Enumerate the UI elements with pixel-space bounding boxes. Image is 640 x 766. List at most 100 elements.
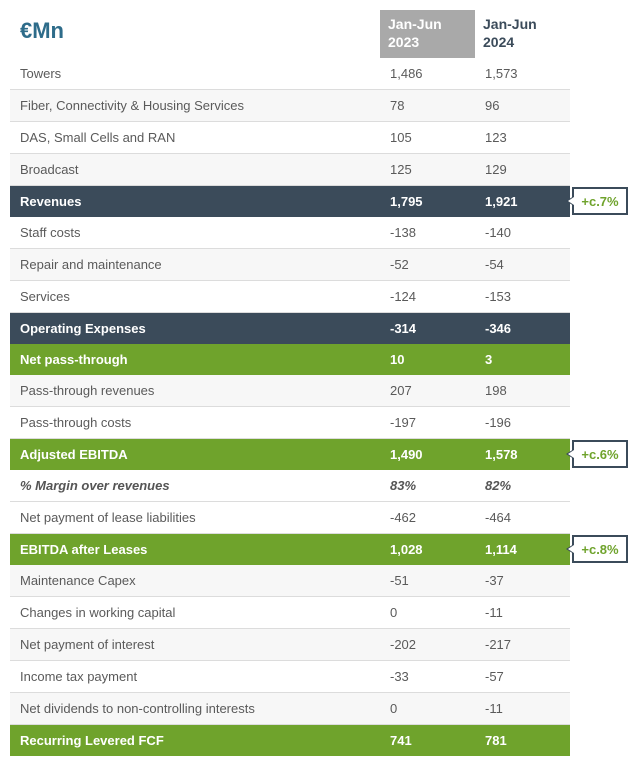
value-2024: 1,114 [475,534,570,566]
row-label: Staff costs [10,217,380,249]
row-label: Net pass-through [10,344,380,375]
value-2023: 10 [380,344,475,375]
row-label: Changes in working capital [10,597,380,629]
value-2023: 207 [380,375,475,407]
table-row: Towers1,4861,573 [10,58,570,90]
row-label: Broadcast [10,154,380,186]
row-label: Net payment of interest [10,629,380,661]
value-2024: -11 [475,693,570,725]
growth-callout: +c.7% [572,187,628,215]
value-2024: -196 [475,407,570,439]
row-label: Maintenance Capex [10,565,380,597]
table-row: Broadcast125129 [10,154,570,186]
callout-value: +c.8% [581,542,618,557]
value-2024: 781 [475,725,570,757]
row-label: Towers [10,58,380,90]
table-row: Net payment of lease liabilities-462-464 [10,502,570,534]
value-2024: -153 [475,281,570,313]
table-row: Pass-through costs-197-196 [10,407,570,439]
callout-value: +c.7% [581,194,618,209]
callout-arrow-icon [566,544,574,554]
row-label: Pass-through revenues [10,375,380,407]
value-2024: -57 [475,661,570,693]
table-row: Net pass-through103 [10,344,570,375]
table-row: Income tax payment-33-57 [10,661,570,693]
period-2024-header: Jan-Jun 2024 [475,10,570,58]
table-row: EBITDA after Leases1,0281,114 [10,534,570,566]
value-2023: 1,028 [380,534,475,566]
unit-label: €Mn [10,10,380,58]
table-row: Staff costs-138-140 [10,217,570,249]
value-2023: 83% [380,470,475,502]
row-label: Recurring Levered FCF [10,725,380,757]
value-2023: 78 [380,90,475,122]
table-row: Maintenance Capex-51-37 [10,565,570,597]
row-label: Income tax payment [10,661,380,693]
value-2024: -217 [475,629,570,661]
row-label: DAS, Small Cells and RAN [10,122,380,154]
row-label: Net dividends to non-controlling interes… [10,693,380,725]
value-2023: -462 [380,502,475,534]
value-2023: 0 [380,693,475,725]
row-label: Pass-through costs [10,407,380,439]
period-2023-header: Jan-Jun 2023 [380,10,475,58]
value-2023: 741 [380,725,475,757]
value-2023: 125 [380,154,475,186]
value-2024: 1,573 [475,58,570,90]
row-label: Revenues [10,186,380,218]
value-2023: 1,486 [380,58,475,90]
table-row: Net payment of interest-202-217 [10,629,570,661]
row-label: Operating Expenses [10,313,380,345]
value-2023: 1,795 [380,186,475,218]
growth-callout: +c.8% [572,535,628,563]
row-label: Net payment of lease liabilities [10,502,380,534]
period2-line2: 2024 [483,34,514,50]
value-2023: -197 [380,407,475,439]
row-label: Repair and maintenance [10,249,380,281]
financial-table-container: €Mn Jan-Jun 2023 Jan-Jun 2024 Towers1,48… [10,10,630,756]
value-2024: -37 [475,565,570,597]
value-2023: -124 [380,281,475,313]
table-row: Services-124-153 [10,281,570,313]
value-2024: -464 [475,502,570,534]
value-2023: 105 [380,122,475,154]
value-2024: 129 [475,154,570,186]
period2-line1: Jan-Jun [483,16,537,32]
callout-arrow-icon [566,196,574,206]
financial-table: €Mn Jan-Jun 2023 Jan-Jun 2024 Towers1,48… [10,10,570,756]
period1-line2: 2023 [388,34,419,50]
table-row: Adjusted EBITDA1,4901,578 [10,439,570,471]
value-2024: 1,578 [475,439,570,471]
value-2024: 198 [475,375,570,407]
value-2023: -33 [380,661,475,693]
value-2024: 96 [475,90,570,122]
value-2023: -202 [380,629,475,661]
row-label: EBITDA after Leases [10,534,380,566]
value-2023: -51 [380,565,475,597]
value-2024: 123 [475,122,570,154]
table-row: Net dividends to non-controlling interes… [10,693,570,725]
value-2023: -52 [380,249,475,281]
table-row: Changes in working capital0-11 [10,597,570,629]
growth-callout: +c.6% [572,440,628,468]
callout-value: +c.6% [581,447,618,462]
row-label: Services [10,281,380,313]
value-2024: 82% [475,470,570,502]
value-2023: -138 [380,217,475,249]
period1-line1: Jan-Jun [388,16,442,32]
value-2023: 1,490 [380,439,475,471]
value-2024: -140 [475,217,570,249]
value-2023: 0 [380,597,475,629]
row-label: Fiber, Connectivity & Housing Services [10,90,380,122]
table-row: Revenues1,7951,921 [10,186,570,218]
value-2024: -346 [475,313,570,345]
value-2023: -314 [380,313,475,345]
table-row: % Margin over revenues83%82% [10,470,570,502]
callout-arrow-icon [566,449,574,459]
value-2024: -54 [475,249,570,281]
value-2024: -11 [475,597,570,629]
row-label: % Margin over revenues [10,470,380,502]
table-row: Fiber, Connectivity & Housing Services78… [10,90,570,122]
value-2024: 3 [475,344,570,375]
table-row: Operating Expenses-314-346 [10,313,570,345]
